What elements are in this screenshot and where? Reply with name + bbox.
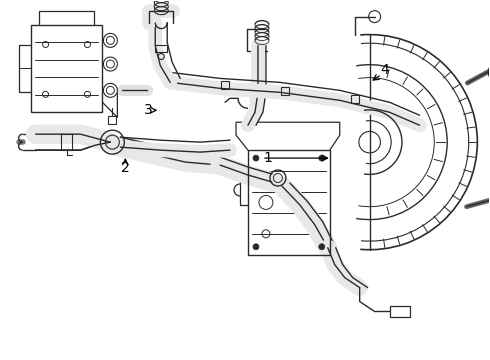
Bar [61, 134, 73, 150]
Bar [248, 150, 330, 255]
Bar [281, 87, 289, 95]
Bar [155, 45, 167, 53]
Bar [221, 81, 229, 89]
Text: 1: 1 [264, 151, 272, 165]
Bar [351, 95, 359, 103]
Circle shape [253, 155, 259, 161]
Circle shape [319, 155, 325, 161]
Text: 4: 4 [380, 63, 389, 77]
Bar [390, 306, 410, 318]
Circle shape [319, 244, 325, 250]
Text: 3: 3 [144, 103, 153, 117]
Bar [108, 116, 116, 124]
Circle shape [253, 244, 259, 250]
Text: 2: 2 [121, 161, 130, 175]
Bar [30, 24, 102, 112]
